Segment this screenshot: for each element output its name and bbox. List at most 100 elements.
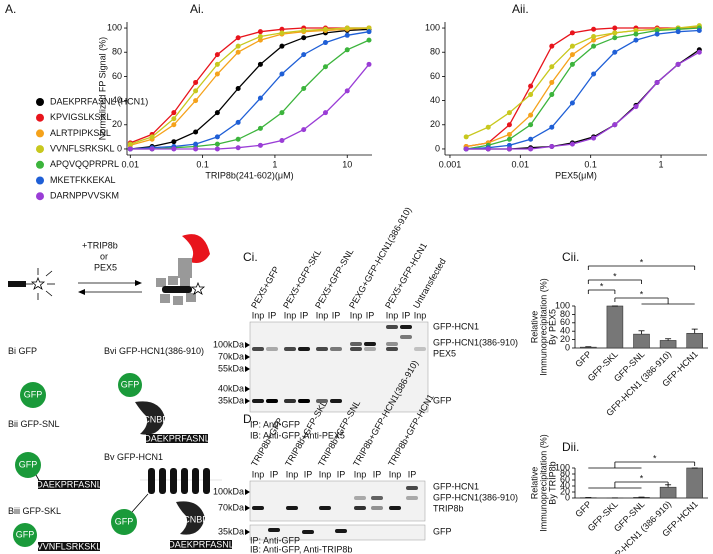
lane-sub-label: Inp xyxy=(389,469,402,479)
construct-label: Bii GFP-SNL xyxy=(8,419,60,429)
data-point xyxy=(506,122,512,128)
data-point xyxy=(171,122,177,128)
marker-arrow xyxy=(245,366,250,372)
legend-label: ALRTPIPKSNL xyxy=(50,128,111,138)
y-tick-label: 40 xyxy=(112,95,122,105)
data-point xyxy=(506,131,512,137)
panel-label: Ai. xyxy=(190,2,204,16)
data-point xyxy=(528,122,534,128)
binding-scheme: +TRIP8b or PEX5 xyxy=(8,234,210,305)
linker xyxy=(131,493,149,513)
legend-label: DARNPPVVSKM xyxy=(50,191,119,201)
cnbd xyxy=(176,501,205,535)
construct-label: Bv GFP-HCN1 xyxy=(104,452,163,462)
fit-line xyxy=(466,27,700,148)
tag-label: DAEKPRFASNL xyxy=(144,433,210,443)
y-tick-label: 0 xyxy=(565,492,570,502)
y-tick-label: 100 xyxy=(425,22,440,32)
y-tick-label: 100 xyxy=(555,300,570,310)
data-point xyxy=(322,110,328,116)
data-point xyxy=(235,119,241,125)
data-point xyxy=(171,110,177,116)
legend-marker xyxy=(36,145,44,154)
y-tick-label: 60 xyxy=(560,317,570,327)
legend-label: APQVQQPRPRL xyxy=(50,159,119,169)
tag xyxy=(170,540,232,549)
helix xyxy=(148,468,155,494)
arrow-head xyxy=(78,289,85,295)
y-tick-label: 100 xyxy=(107,22,122,32)
data-point xyxy=(591,135,597,141)
data-point xyxy=(675,61,681,67)
construct-label: Bi GFP xyxy=(8,346,37,356)
data-point xyxy=(279,26,285,32)
marker-label: 100kDa xyxy=(213,339,244,349)
bar xyxy=(686,467,703,499)
y-tick-label: 20 xyxy=(560,486,570,496)
band xyxy=(266,347,278,351)
legend-label: KPVIGSLKSKL xyxy=(50,112,112,122)
scheme-text: or xyxy=(100,251,108,261)
data-point xyxy=(366,61,372,67)
lane-sub-label: Inp xyxy=(252,310,265,320)
lane-sub-label: Inp xyxy=(316,310,329,320)
fit-line xyxy=(466,27,700,150)
construct-id: Bi xyxy=(8,346,16,356)
y-tick-label: 100 xyxy=(555,462,570,472)
data-point xyxy=(171,139,177,145)
repeat xyxy=(173,296,183,305)
arrow-head xyxy=(135,280,142,286)
construct-label: Biii GFP-SKL xyxy=(8,506,61,516)
y-tick-label: 40 xyxy=(560,480,570,490)
band xyxy=(330,399,342,403)
repeat xyxy=(180,278,190,287)
data-point xyxy=(549,43,555,49)
construct-name: GFP-HCN1(386-910) xyxy=(119,346,204,356)
data-point xyxy=(214,61,220,67)
band xyxy=(268,528,280,532)
data-point xyxy=(235,145,241,151)
data-point xyxy=(569,30,575,36)
data-point xyxy=(344,47,350,53)
y-tick-label: 80 xyxy=(560,309,570,319)
significance: * xyxy=(640,289,644,299)
data-point xyxy=(193,141,199,147)
lane-sub-label: IP xyxy=(270,469,279,479)
data-point xyxy=(612,49,618,55)
data-point xyxy=(214,134,220,140)
data-point xyxy=(654,79,660,85)
legend-marker xyxy=(36,129,44,138)
band xyxy=(284,347,296,351)
x-tick-label: 0.01 xyxy=(512,159,530,169)
marker-label: 40kDa xyxy=(218,383,244,393)
band xyxy=(406,486,418,490)
gfp-label: GFP xyxy=(16,529,35,539)
significance: * xyxy=(640,257,644,267)
fit-line xyxy=(130,27,369,145)
data-point xyxy=(127,146,133,152)
domain-label: CNBD xyxy=(143,414,169,424)
band xyxy=(298,399,310,403)
data-point xyxy=(149,146,155,152)
y-axis-label: Immunoprecipitation (%) xyxy=(538,434,548,532)
data-point xyxy=(366,25,372,31)
y-axis-label: Relative xyxy=(529,311,539,344)
fit-line xyxy=(465,24,700,138)
construct-id: Bv xyxy=(104,452,115,462)
y-tick-label: 0 xyxy=(435,143,440,153)
band-label: GFP-HCN1 xyxy=(433,321,479,331)
data-point xyxy=(569,43,575,49)
legend-marker xyxy=(36,113,44,122)
construct-name: GFP-SNL xyxy=(21,419,60,429)
data-point xyxy=(214,110,220,116)
data-point xyxy=(235,49,241,55)
data-point xyxy=(591,71,597,77)
legend-label: MKETFKKEKAL xyxy=(50,175,116,185)
lane-sub-label: Inp xyxy=(354,469,367,479)
data-point xyxy=(633,37,639,43)
marker-label: 55kDa xyxy=(218,363,244,373)
data-point xyxy=(193,146,199,152)
gfp xyxy=(111,509,137,535)
panel-label: Aii. xyxy=(512,2,529,16)
